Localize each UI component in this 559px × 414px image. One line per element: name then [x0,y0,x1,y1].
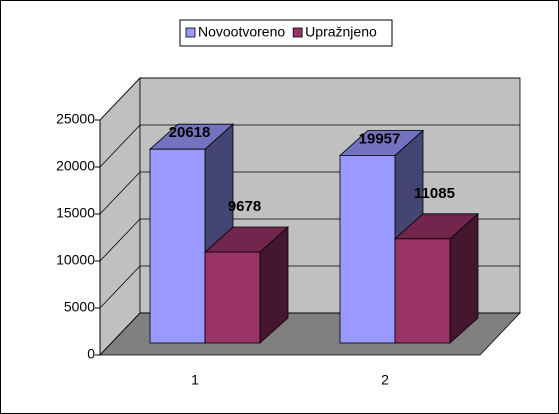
y-tick-label: 0 [87,346,95,362]
data-label: 20618 [169,124,211,141]
y-tick-label: 15000 [56,205,95,221]
bar-front [149,148,206,344]
legend-swatch [185,27,196,38]
y-tick-label: 5000 [64,299,95,315]
legend-swatch [292,27,303,38]
side-wall [99,77,141,356]
legend-label: Novootvoreno [198,24,285,40]
data-label: 9678 [228,198,261,215]
legend [179,19,393,47]
y-tick-label: 25000 [56,111,95,127]
y-tick-label: 10000 [56,252,95,268]
data-label: 19957 [359,130,401,147]
data-label: 11085 [414,185,455,202]
bar [203,226,290,344]
x-tick-label: 2 [381,372,389,388]
x-tick-label: 1 [191,372,199,388]
y-tick-label: 20000 [56,158,95,174]
bar [393,212,480,344]
grid-line [99,124,520,168]
bar-front [204,251,261,344]
bar-front [394,238,451,344]
legend-label: Upražnjeno [305,24,377,40]
grid-line [99,77,520,121]
bar-front [339,155,396,344]
